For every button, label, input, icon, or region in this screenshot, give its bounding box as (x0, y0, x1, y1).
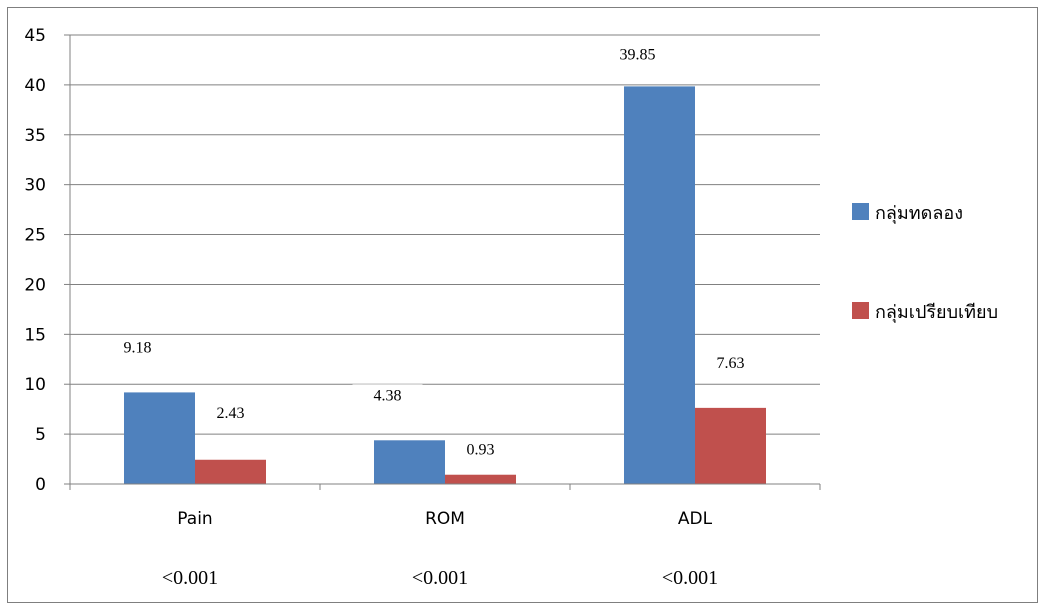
data-label-background (195, 401, 266, 426)
bar-adl-series-2 (695, 407, 766, 484)
data-label-background (352, 384, 423, 409)
data-label-background (598, 43, 677, 68)
bar-pain-series-1 (124, 392, 195, 484)
y-tick-label: 35 (24, 126, 46, 146)
x-category-label: ROM (425, 509, 465, 529)
legend-label-1: กลุ่มทดลอง (875, 203, 963, 224)
data-label: 9.18 (124, 339, 152, 356)
legend-swatch-1 (852, 203, 869, 220)
y-tick-label: 25 (24, 226, 46, 246)
data-label: 4.38 (374, 387, 402, 404)
x-category-label: Pain (177, 509, 212, 529)
y-tick-label: 15 (24, 325, 46, 345)
y-tick-label: 10 (24, 375, 46, 395)
bar-rom-series-2 (445, 474, 516, 484)
p-value-label: <0.001 (662, 567, 718, 589)
bars (124, 86, 766, 484)
data-label: 2.43 (217, 405, 245, 422)
bar-pain-series-2 (195, 459, 266, 484)
data-label: 7.63 (717, 355, 745, 372)
y-tick-label: 0 (35, 475, 46, 495)
axes (64, 34, 821, 490)
data-label-background (445, 438, 516, 463)
y-tick-label: 5 (35, 425, 46, 445)
y-tick-label: 20 (24, 275, 46, 295)
y-tick-label: 45 (24, 26, 46, 46)
p-value-label: <0.001 (162, 567, 218, 589)
data-label-background (102, 336, 173, 361)
data-label: 0.93 (467, 442, 495, 459)
y-tick-label: 40 (24, 76, 46, 96)
legend-label-2: กลุ่มเปรียบเทียบ (875, 302, 998, 323)
data-label: 39.85 (620, 46, 656, 63)
legend-swatch-2 (852, 302, 869, 319)
labels: 0 5 10 15 20 25 30 35 40 45 9.18 2.43 Pain <0.001 4.38… (24, 26, 766, 589)
p-value-label: <0.001 (412, 567, 468, 589)
x-category-label: ADL (678, 509, 713, 529)
bar-rom-series-1 (374, 440, 445, 484)
bar-adl-series-1 (624, 86, 695, 484)
data-label-background (695, 351, 766, 376)
y-tick-label: 30 (24, 176, 46, 196)
